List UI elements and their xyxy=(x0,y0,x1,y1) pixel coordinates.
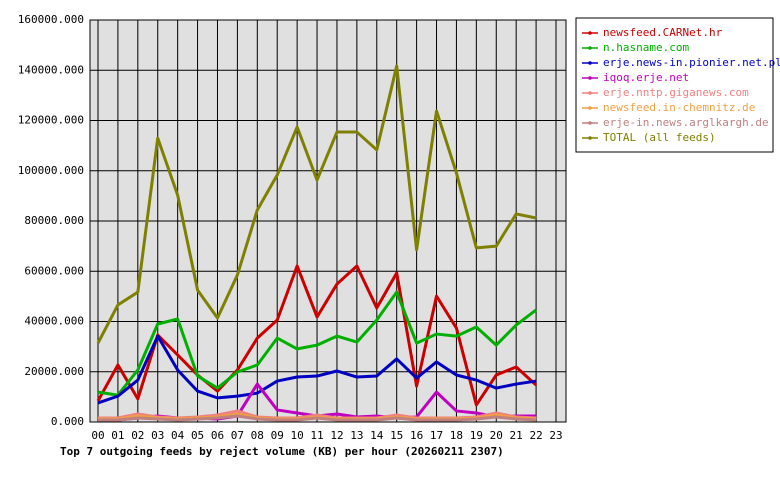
x-tick-label: 03 xyxy=(151,429,164,442)
legend-marker xyxy=(588,31,592,35)
x-tick-label: 08 xyxy=(251,429,264,442)
legend-marker xyxy=(588,106,592,110)
series-line xyxy=(96,264,538,407)
x-tick-label: 10 xyxy=(291,429,304,442)
y-tick-label: 160000.000 xyxy=(18,13,84,26)
x-tick-label: 20 xyxy=(490,429,503,442)
series-line xyxy=(96,64,537,344)
legend-label: TOTAL (all feeds) xyxy=(603,131,716,144)
legend-label: erje-in.news.arglkargh.de xyxy=(603,116,769,129)
series-line xyxy=(97,290,537,397)
x-tick-label: 00 xyxy=(91,429,104,442)
x-tick-label: 01 xyxy=(111,429,124,442)
legend-label: newsfeed.CARNet.hr xyxy=(603,26,723,39)
x-tick-label: 06 xyxy=(211,429,224,442)
legend-label: erje.news-in.pionier.net.pl xyxy=(603,56,780,69)
x-tick-label: 12 xyxy=(330,429,343,442)
x-tick-label: 02 xyxy=(131,429,144,442)
series-line xyxy=(98,414,537,422)
legend-label: n.hasname.com xyxy=(603,41,689,54)
y-tick-label: 80000.000 xyxy=(24,214,84,227)
y-tick-label: 40000.000 xyxy=(24,315,84,328)
x-tick-label: 13 xyxy=(350,429,363,442)
x-tick-label: 05 xyxy=(191,429,204,442)
x-tick-label: 09 xyxy=(271,429,284,442)
chart-title: Top 7 outgoing feeds by reject volume (K… xyxy=(60,445,504,458)
series-line xyxy=(97,334,537,405)
legend-marker xyxy=(588,121,592,125)
x-tick-label: 14 xyxy=(370,429,384,442)
y-tick-label: 0.000 xyxy=(51,415,84,428)
x-tick-label: 17 xyxy=(430,429,443,442)
y-tick-label: 120000.000 xyxy=(18,114,84,127)
legend xyxy=(575,17,774,153)
x-tick-label: 19 xyxy=(470,429,483,442)
x-tick-label: 11 xyxy=(310,429,323,442)
plot-border xyxy=(89,19,567,423)
legend-marker xyxy=(588,46,592,50)
x-tick-label: 16 xyxy=(410,429,423,442)
x-tick-label: 07 xyxy=(231,429,244,442)
x-tick-label: 04 xyxy=(171,429,185,442)
x-tick-label: 23 xyxy=(549,429,562,442)
legend-label: newsfeed.in-chemnitz.de xyxy=(603,101,755,114)
legend-marker xyxy=(588,136,592,140)
legend-marker xyxy=(588,61,592,65)
y-tick-label: 60000.000 xyxy=(24,264,84,277)
y-tick-label: 20000.000 xyxy=(24,365,84,378)
legend-label: iqoq.erje.net xyxy=(603,71,689,84)
x-tick-label: 18 xyxy=(450,429,463,442)
x-tick-label: 21 xyxy=(510,429,523,442)
y-tick-label: 100000.000 xyxy=(18,164,84,177)
x-tick-label: 15 xyxy=(390,429,403,442)
legend-marker xyxy=(588,76,592,80)
x-tick-label: 22 xyxy=(529,429,542,442)
legend-marker xyxy=(588,91,592,95)
legend-label: erje.nntp.giganews.com xyxy=(603,86,749,99)
y-tick-label: 140000.000 xyxy=(18,63,84,76)
